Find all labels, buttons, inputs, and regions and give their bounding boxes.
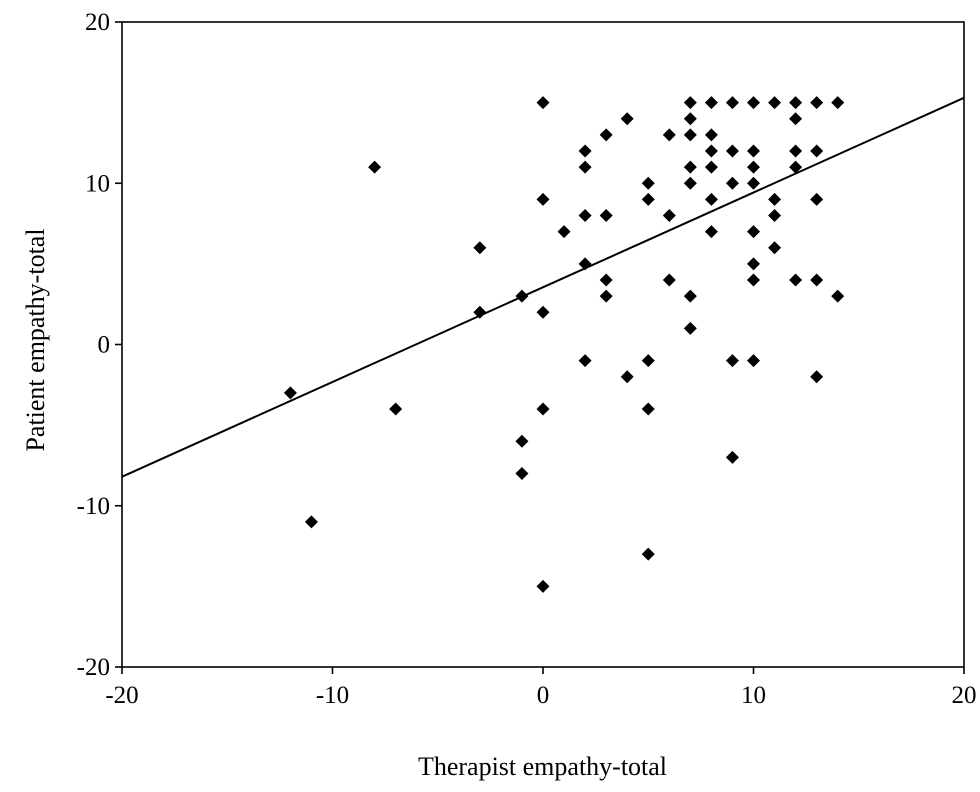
data-point bbox=[725, 96, 739, 110]
x-axis-label: Therapist empathy-total bbox=[417, 752, 668, 781]
data-point bbox=[704, 128, 718, 142]
data-point bbox=[473, 305, 487, 319]
data-point bbox=[578, 160, 592, 174]
data-point bbox=[789, 112, 803, 126]
regression-line bbox=[121, 96, 965, 478]
data-point bbox=[599, 209, 613, 222]
plot-border bbox=[121, 21, 965, 668]
data-point bbox=[578, 257, 592, 271]
data-point bbox=[683, 128, 697, 142]
data-point bbox=[704, 225, 718, 239]
data-point bbox=[662, 209, 676, 222]
data-point bbox=[725, 450, 739, 464]
data-point bbox=[683, 289, 697, 303]
data-point bbox=[620, 112, 634, 126]
data-point bbox=[704, 160, 718, 174]
data-point bbox=[725, 144, 739, 158]
x-tick-label: 10 bbox=[741, 682, 766, 709]
y-tick-label: 10 bbox=[85, 170, 110, 197]
data-point bbox=[304, 515, 318, 529]
data-point bbox=[368, 160, 382, 174]
data-point bbox=[578, 144, 592, 158]
regression-line-group bbox=[121, 96, 965, 478]
axis-ticks: -20 -10 0 10 20 -20 -10 0 10 20 bbox=[77, 9, 977, 709]
x-tick-label: 20 bbox=[952, 682, 977, 709]
data-point bbox=[768, 96, 782, 110]
data-point bbox=[810, 273, 824, 287]
data-point bbox=[536, 402, 550, 416]
data-point bbox=[536, 96, 550, 110]
data-point bbox=[641, 354, 655, 368]
data-point bbox=[641, 176, 655, 190]
data-point bbox=[641, 547, 655, 561]
data-point bbox=[662, 128, 676, 142]
data-point bbox=[704, 96, 718, 110]
y-tick-label: -10 bbox=[77, 493, 110, 520]
data-point bbox=[683, 112, 697, 126]
x-tick-label: -10 bbox=[316, 682, 349, 709]
y-tick-label: 20 bbox=[85, 9, 110, 36]
data-point bbox=[789, 96, 803, 110]
data-point bbox=[557, 225, 571, 239]
data-point bbox=[683, 160, 697, 174]
data-point bbox=[578, 354, 592, 368]
data-point bbox=[515, 289, 529, 303]
data-point bbox=[578, 209, 592, 222]
data-point bbox=[747, 354, 760, 368]
x-tick-label: 0 bbox=[537, 682, 550, 709]
data-point bbox=[810, 144, 824, 158]
y-tick-label: -20 bbox=[77, 654, 110, 681]
data-point bbox=[747, 273, 760, 287]
data-points bbox=[283, 96, 845, 593]
data-point bbox=[789, 144, 803, 158]
data-point bbox=[725, 354, 739, 368]
plot-frame bbox=[121, 21, 965, 668]
data-point bbox=[662, 273, 676, 287]
y-axis-label: Patient empathy-total bbox=[21, 228, 50, 452]
data-point bbox=[620, 370, 634, 384]
data-point bbox=[683, 176, 697, 190]
data-point bbox=[536, 579, 550, 593]
data-point bbox=[725, 176, 739, 190]
data-point bbox=[831, 289, 845, 303]
data-point bbox=[683, 96, 697, 110]
data-point bbox=[747, 225, 760, 239]
x-tick-label: -20 bbox=[105, 682, 138, 709]
data-point bbox=[599, 128, 613, 142]
data-point bbox=[704, 144, 718, 158]
data-point bbox=[789, 160, 803, 174]
data-point bbox=[747, 144, 760, 158]
data-point bbox=[515, 467, 529, 480]
data-point bbox=[515, 434, 529, 448]
data-point bbox=[747, 257, 760, 271]
data-point bbox=[683, 321, 697, 335]
data-point bbox=[641, 192, 655, 206]
data-point bbox=[599, 273, 613, 287]
data-point bbox=[768, 241, 782, 255]
data-point bbox=[599, 289, 613, 303]
y-tick-label: 0 bbox=[98, 332, 111, 359]
data-point bbox=[704, 192, 718, 206]
data-point bbox=[536, 305, 550, 319]
data-point bbox=[810, 370, 824, 384]
data-point bbox=[473, 241, 487, 255]
data-point bbox=[747, 96, 760, 110]
data-point bbox=[747, 176, 760, 190]
data-point bbox=[747, 160, 760, 174]
data-point bbox=[831, 96, 845, 110]
data-point bbox=[768, 192, 782, 206]
data-point bbox=[768, 209, 782, 222]
data-point bbox=[789, 273, 803, 287]
data-point bbox=[536, 192, 550, 206]
data-point bbox=[283, 386, 297, 400]
data-point bbox=[389, 402, 403, 416]
data-point bbox=[810, 96, 824, 110]
data-point bbox=[810, 192, 824, 206]
data-point bbox=[641, 402, 655, 416]
